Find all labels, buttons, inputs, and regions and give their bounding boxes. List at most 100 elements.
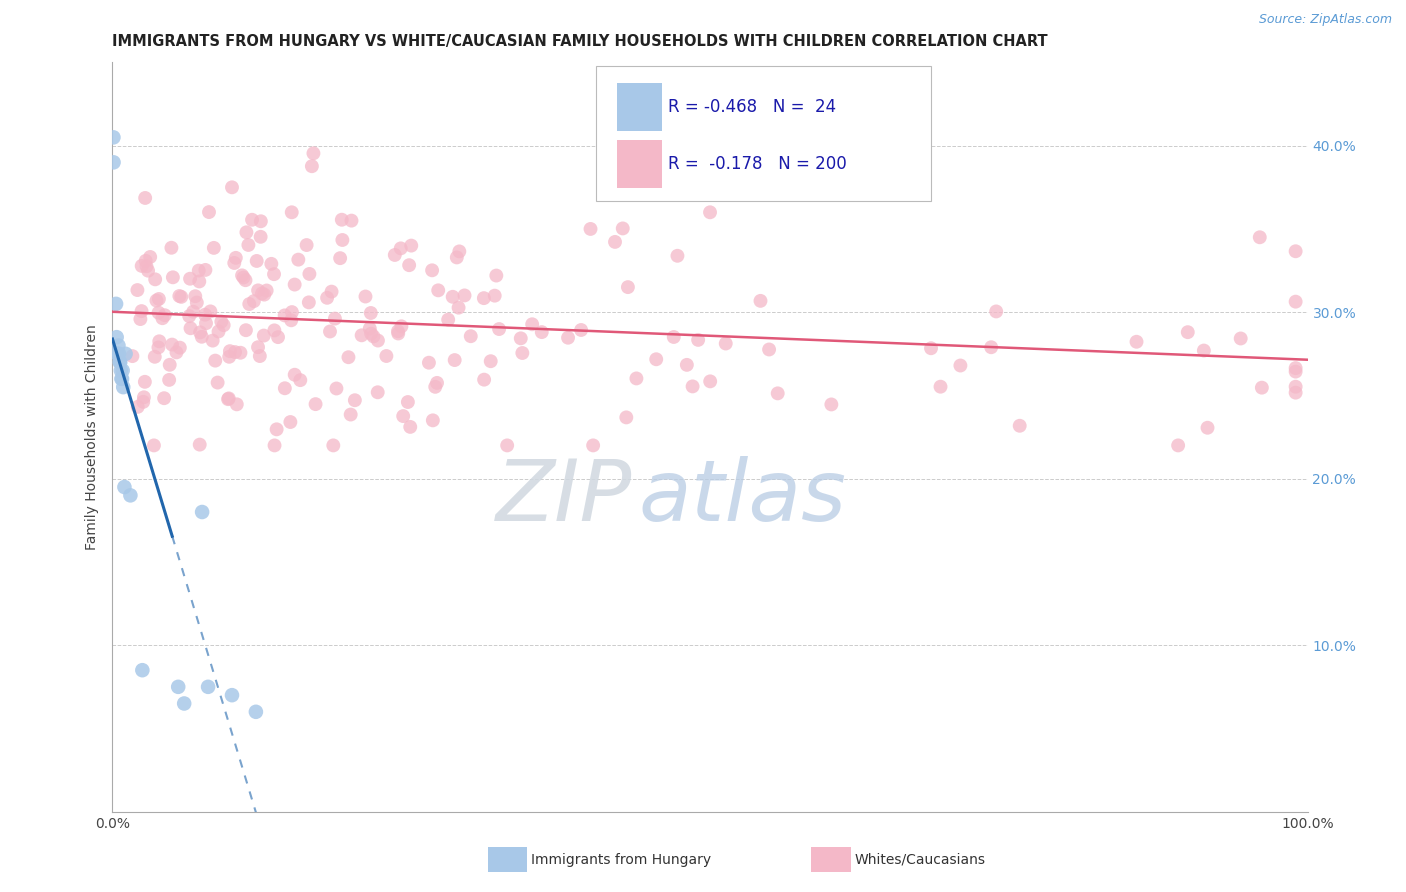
Point [322,438,344,452]
Point [148,340,170,354]
Point [160,337,183,351]
Point [367,385,389,400]
Point [253,287,276,301]
Point [1250,381,1272,395]
Point [337,350,360,364]
Point [127,400,149,414]
Point [160,241,183,255]
Point [929,380,952,394]
Point [1192,343,1215,358]
Point [1177,325,1199,339]
Point [316,291,339,305]
Point [280,415,302,429]
Point [179,309,201,323]
Point [184,289,207,303]
Point [512,346,534,360]
Point [209,315,232,329]
Point [166,345,188,359]
Point [339,408,361,422]
Point [250,286,273,301]
Point [579,222,602,236]
Point [120,488,142,502]
Point [194,263,217,277]
Point [437,312,460,326]
Point [582,438,605,452]
Point [132,395,155,409]
Point [820,397,842,411]
Point [153,308,176,322]
Point [219,344,242,359]
Point [108,355,131,369]
Point [321,285,343,299]
Point [290,373,312,387]
Point [441,290,464,304]
Point [274,381,297,395]
Point [603,235,626,249]
Point [173,697,195,711]
Point [225,251,247,265]
Point [180,321,202,335]
Point [986,304,1008,318]
Point [284,368,307,382]
Point [240,212,263,227]
Point [359,321,381,335]
Point [496,438,519,452]
Point [131,663,153,677]
Point [266,422,288,436]
Point [170,290,193,304]
Point [235,323,257,337]
Point [354,289,377,303]
Point [105,297,128,311]
Point [360,306,382,320]
Point [426,376,449,390]
Point [325,382,347,396]
Point [1008,418,1031,433]
Point [396,395,419,409]
Point [367,334,389,348]
Point [472,291,495,305]
Point [447,301,470,315]
Text: R =  -0.178   N = 200: R = -0.178 N = 200 [668,154,846,172]
Point [1285,385,1308,400]
Point [103,130,125,145]
Point [418,356,440,370]
Point [1285,380,1308,394]
Point [207,376,229,390]
Point [298,267,321,281]
Point [617,280,640,294]
Point [121,349,143,363]
Point [375,349,398,363]
Point [256,284,278,298]
Point [212,318,235,333]
Point [221,688,243,702]
Point [111,372,134,386]
Point [281,305,304,319]
Point [263,267,285,281]
Point [253,328,276,343]
Text: Source: ZipAtlas.com: Source: ZipAtlas.com [1258,13,1392,27]
Point [301,159,323,173]
Point [699,205,721,219]
Point [662,330,685,344]
Point [198,205,221,219]
Point [238,297,260,311]
Point [391,319,413,334]
Point [187,263,209,277]
Point [169,341,191,355]
Point [688,333,710,347]
Point [218,392,240,406]
Point [148,306,170,320]
Point [235,225,257,239]
Point [162,270,184,285]
Point [387,326,409,341]
Point [179,271,201,285]
Point [350,328,373,343]
Point [1285,361,1308,376]
Point [194,308,217,322]
Point [614,410,637,425]
FancyBboxPatch shape [617,140,662,188]
Point [522,318,544,332]
Text: IMMIGRANTS FROM HUNGARY VS WHITE/CAUCASIAN FAMILY HOUSEHOLDS WITH CHILDREN CORRE: IMMIGRANTS FROM HUNGARY VS WHITE/CAUCASI… [112,34,1047,49]
Point [557,331,579,345]
Point [443,353,465,368]
